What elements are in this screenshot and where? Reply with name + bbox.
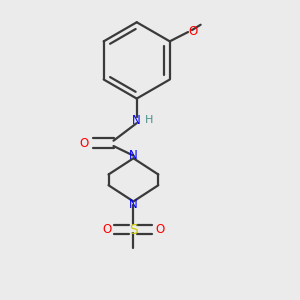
Text: N: N [129,149,138,162]
Text: N: N [129,198,138,211]
Text: H: H [145,115,154,125]
Text: N: N [132,114,141,127]
Text: O: O [189,25,198,38]
Text: O: O [102,223,112,236]
Text: S: S [129,223,138,237]
Text: O: O [155,223,165,236]
Text: O: O [80,137,89,150]
